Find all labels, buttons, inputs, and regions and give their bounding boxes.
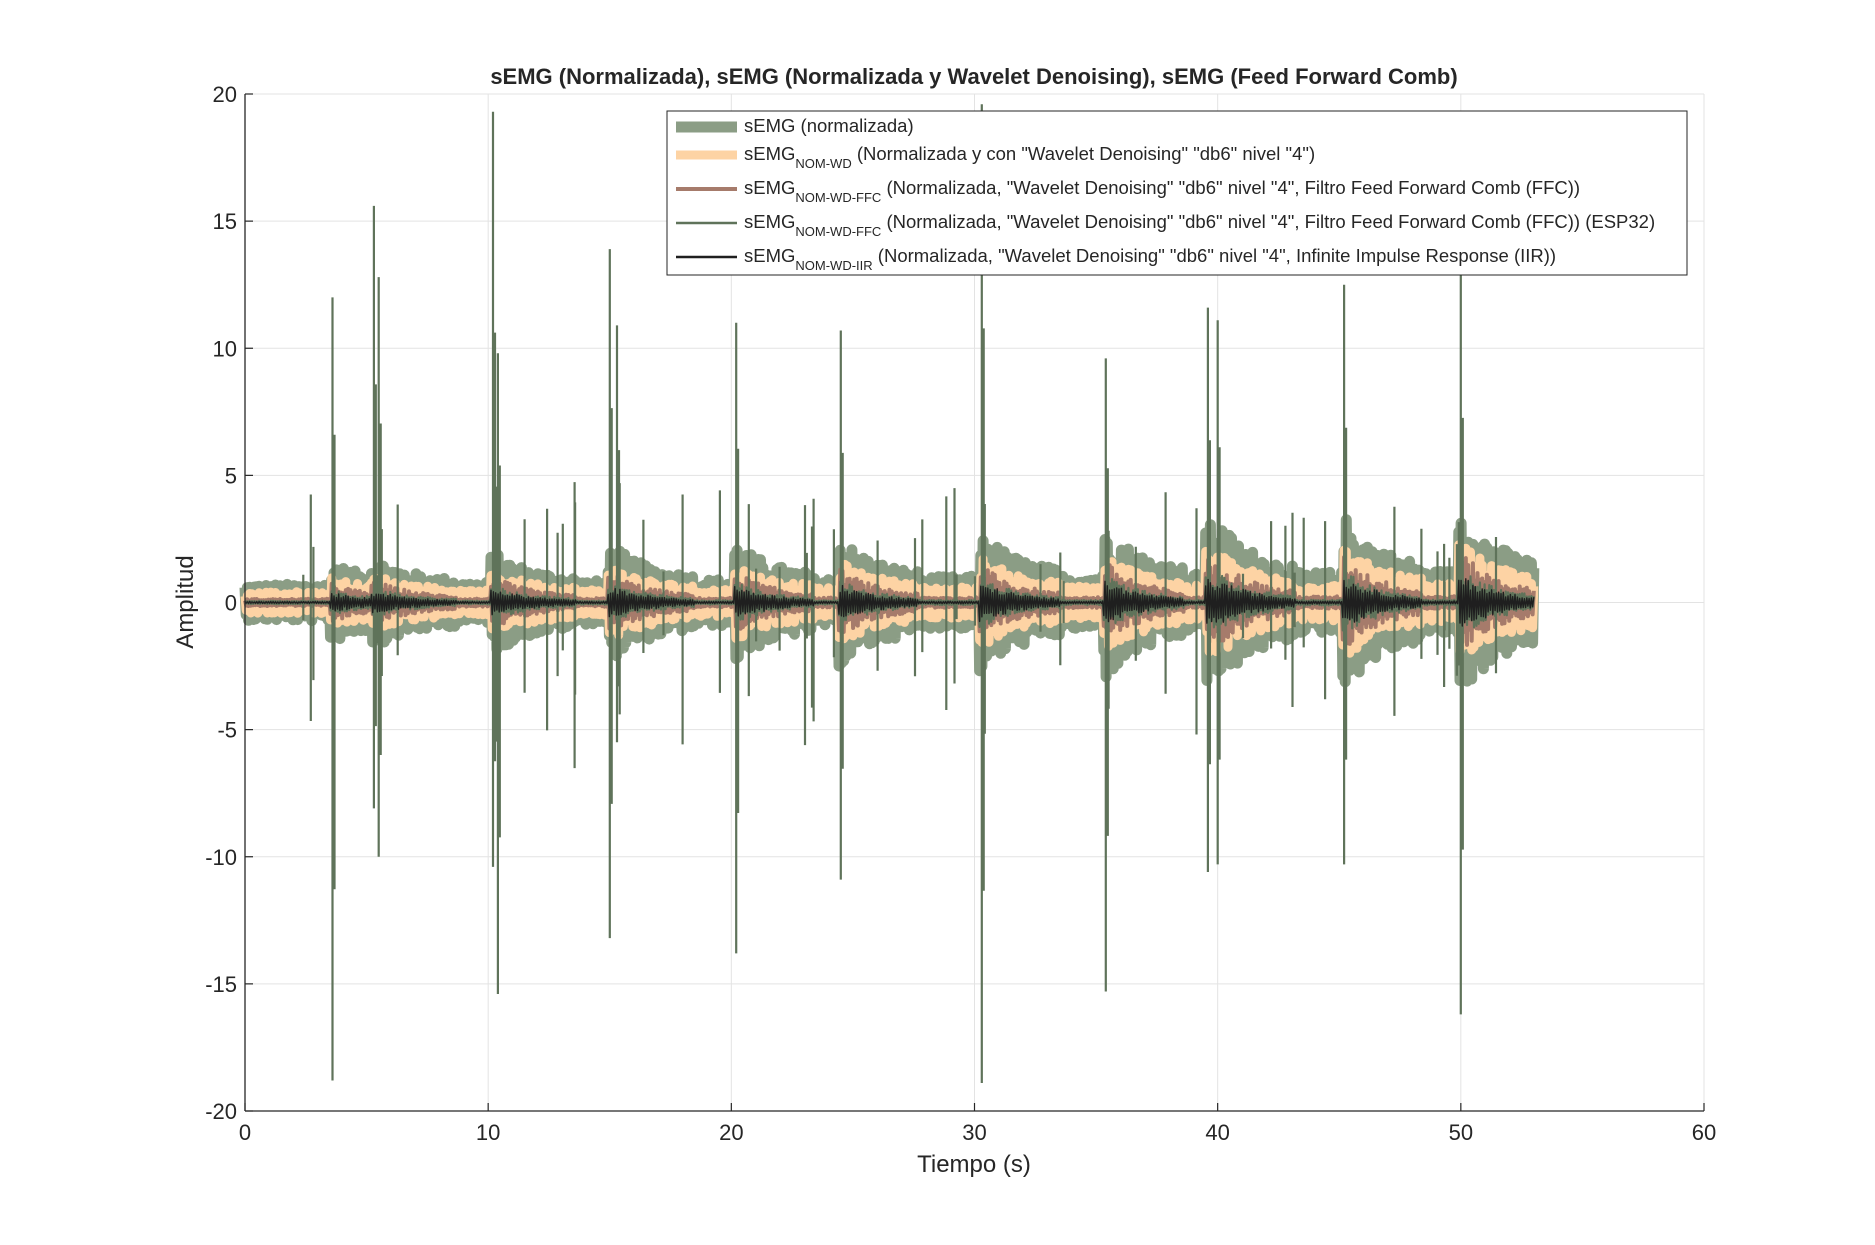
- x-tick-label: 20: [719, 1120, 743, 1145]
- legend-entry: sEMGNOM-WD-FFC (Normalizada, "Wavelet De…: [744, 211, 1655, 239]
- x-tick-label: 10: [476, 1120, 500, 1145]
- y-axis-label: Amplitud: [172, 555, 199, 648]
- y-tick-label: 15: [213, 209, 237, 234]
- y-tick-label: -15: [205, 972, 237, 997]
- y-tick-label: 5: [225, 463, 237, 488]
- legend-entry: sEMGNOM-WD-IIR (Normalizada, "Wavelet De…: [744, 245, 1556, 273]
- y-tick-label: -5: [217, 718, 237, 743]
- legend-entry: sEMGNOM-WD (Normalizada y con "Wavelet D…: [744, 143, 1315, 171]
- y-tick-label: 10: [213, 336, 237, 361]
- x-tick-label: 60: [1692, 1120, 1716, 1145]
- legend-entry: sEMGNOM-WD-FFC (Normalizada, "Wavelet De…: [744, 177, 1580, 205]
- y-tick-label: -10: [205, 845, 237, 870]
- series-layer: [239, 104, 1540, 1083]
- y-tick-label: -20: [205, 1099, 237, 1124]
- x-tick-label: 50: [1449, 1120, 1473, 1145]
- chart-title: sEMG (Normalizada), sEMG (Normalizada y …: [490, 64, 1457, 89]
- legend-box: [666, 110, 1688, 276]
- x-axis-label: Tiempo (s): [917, 1151, 1031, 1178]
- legend: sEMG (normalizada) sEMGNOM-WD (Normalizad…: [666, 110, 1688, 276]
- legend-entry: sEMG (normalizada): [744, 115, 914, 136]
- y-tick-label: 0: [225, 591, 237, 616]
- series-line: [244, 578, 1535, 627]
- x-tick-label: 30: [962, 1120, 986, 1145]
- y-tick-label: 20: [213, 82, 237, 107]
- x-tick-label: 40: [1205, 1120, 1229, 1145]
- x-tick-label: 0: [239, 1120, 251, 1145]
